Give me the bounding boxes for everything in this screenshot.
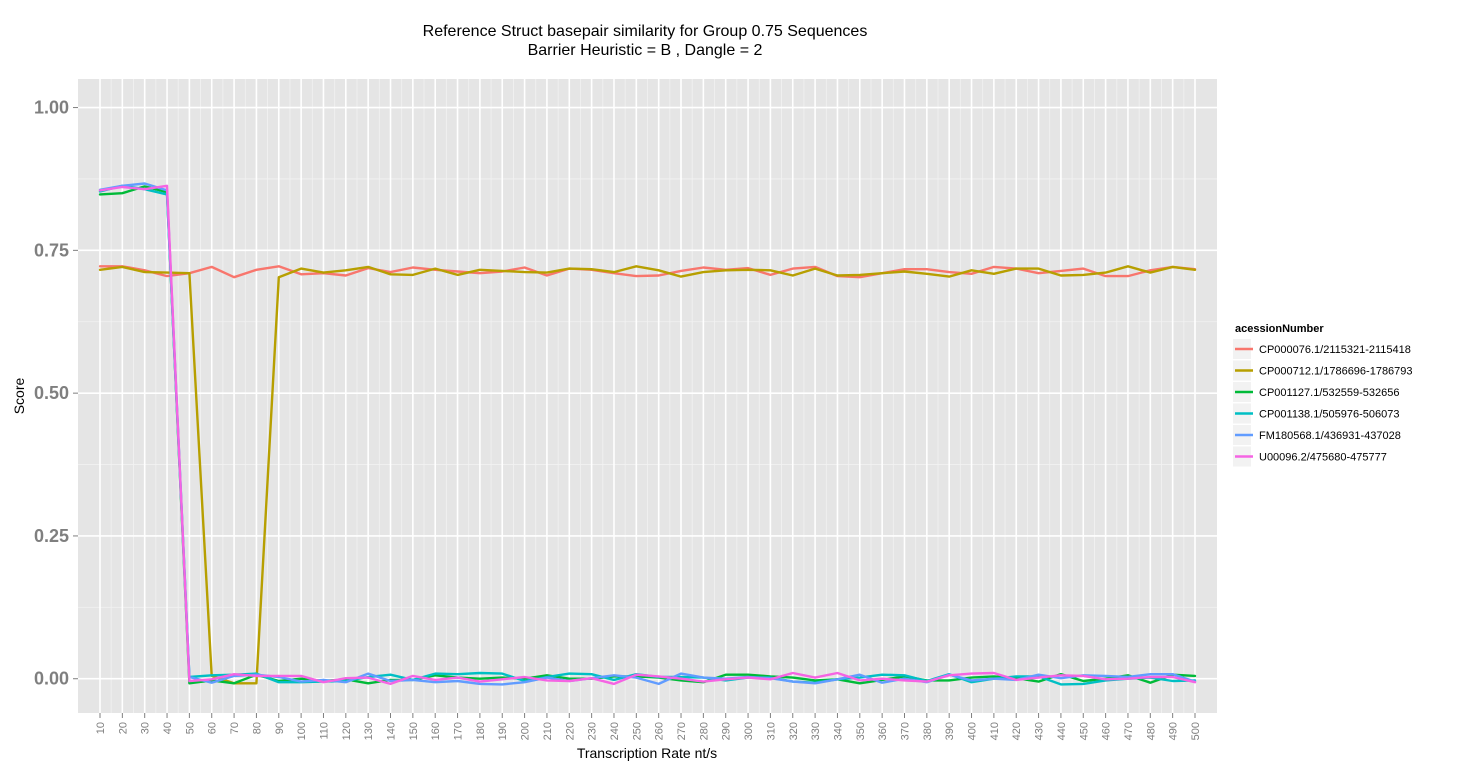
x-tick-label: 240 xyxy=(609,722,621,740)
x-tick-label: 490 xyxy=(1168,722,1180,740)
x-tick-label: 190 xyxy=(497,722,509,740)
x-tick-label: 20 xyxy=(117,722,129,734)
x-tick-label: 220 xyxy=(564,722,576,740)
x-tick-label: 80 xyxy=(251,722,263,734)
x-tick-label: 50 xyxy=(184,722,196,734)
x-tick-label: 500 xyxy=(1190,722,1202,740)
x-tick-label: 110 xyxy=(318,722,330,740)
x-tick-label: 400 xyxy=(967,722,979,740)
series-lines xyxy=(98,182,1197,686)
legend-label: CP000076.1/2115321-2115418 xyxy=(1259,344,1411,356)
y-tick-label: 1.00 xyxy=(34,98,69,118)
x-tick-label: 310 xyxy=(765,722,777,740)
y-tick-label: 0.25 xyxy=(34,526,69,546)
chart-title: Reference Struct basepair similarity for… xyxy=(423,23,868,40)
chart-subtitle: Barrier Heuristic = B , Dangle = 2 xyxy=(528,42,763,59)
legend-title: acessionNumber xyxy=(1235,323,1324,335)
x-tick-label: 180 xyxy=(475,722,487,740)
y-tick-label: 0.00 xyxy=(34,669,69,689)
x-tick-label: 440 xyxy=(1056,722,1068,740)
x-tick-label: 410 xyxy=(989,722,1001,740)
x-tick-label: 380 xyxy=(922,722,934,740)
x-tick-label: 420 xyxy=(1011,722,1023,740)
x-tick-label: 320 xyxy=(788,722,800,740)
x-tick-label: 300 xyxy=(743,722,755,740)
x-tick-label: 160 xyxy=(430,722,442,740)
x-tick-label: 430 xyxy=(1034,722,1046,740)
x-tick-label: 290 xyxy=(721,722,733,740)
y-axis: 0.00 0.25 0.50 0.75 1.00 xyxy=(34,98,78,689)
legend-label: CP001138.1/505976-506073 xyxy=(1259,409,1399,421)
x-tick-label: 150 xyxy=(408,722,420,740)
x-tick-label: 260 xyxy=(654,722,666,740)
x-tick-label: 10 xyxy=(95,722,107,734)
x-tick-label: 170 xyxy=(453,722,465,740)
x-tick-label: 100 xyxy=(296,722,308,740)
x-tick-label: 70 xyxy=(229,722,241,734)
y-axis-label: Score xyxy=(11,378,27,415)
x-tick-label: 90 xyxy=(274,722,286,734)
legend-label: CP000712.1/1786696-1786793 xyxy=(1259,366,1413,378)
x-tick-label: 350 xyxy=(855,722,867,740)
x-axis: 10 20 30 40 50 60 70 80 90 100 110 120 130 140 150 160 1… xyxy=(95,713,1202,740)
x-tick-label: 130 xyxy=(363,722,375,740)
x-tick-label: 340 xyxy=(832,722,844,740)
x-tick-label: 270 xyxy=(676,722,688,740)
legend-label: U00096.2/475680-475777 xyxy=(1259,452,1387,464)
x-tick-label: 210 xyxy=(542,722,554,740)
legend: acessionNumber CP000076.1/2115321-211541… xyxy=(1229,318,1441,471)
series-line xyxy=(98,184,1197,686)
x-tick-label: 60 xyxy=(207,722,219,734)
y-tick-label: 0.50 xyxy=(34,383,69,403)
x-tick-label: 120 xyxy=(341,722,353,740)
x-tick-label: 480 xyxy=(1145,722,1157,740)
x-tick-label: 200 xyxy=(520,722,532,740)
x-tick-label: 280 xyxy=(698,722,710,740)
legend-label: CP001127.1/532559-532656 xyxy=(1259,387,1399,399)
x-tick-label: 330 xyxy=(810,722,822,740)
x-axis-label: Transcription Rate nt/s xyxy=(577,745,717,761)
x-tick-label: 450 xyxy=(1078,722,1090,740)
major-gridlines xyxy=(78,79,1217,713)
x-tick-label: 40 xyxy=(162,722,174,734)
x-tick-label: 390 xyxy=(944,722,956,740)
y-tick-label: 0.75 xyxy=(34,240,69,260)
x-tick-label: 360 xyxy=(877,722,889,740)
x-tick-label: 230 xyxy=(587,722,599,740)
x-tick-label: 470 xyxy=(1123,722,1135,740)
x-tick-label: 370 xyxy=(899,722,911,740)
x-tick-label: 460 xyxy=(1101,722,1113,740)
series-line xyxy=(98,265,1197,685)
x-tick-label: 140 xyxy=(386,722,398,740)
legend-label: FM180568.1/436931-437028 xyxy=(1259,430,1401,442)
x-tick-label: 250 xyxy=(631,722,643,740)
minor-gridlines xyxy=(78,79,1217,713)
x-tick-label: 30 xyxy=(140,722,152,734)
